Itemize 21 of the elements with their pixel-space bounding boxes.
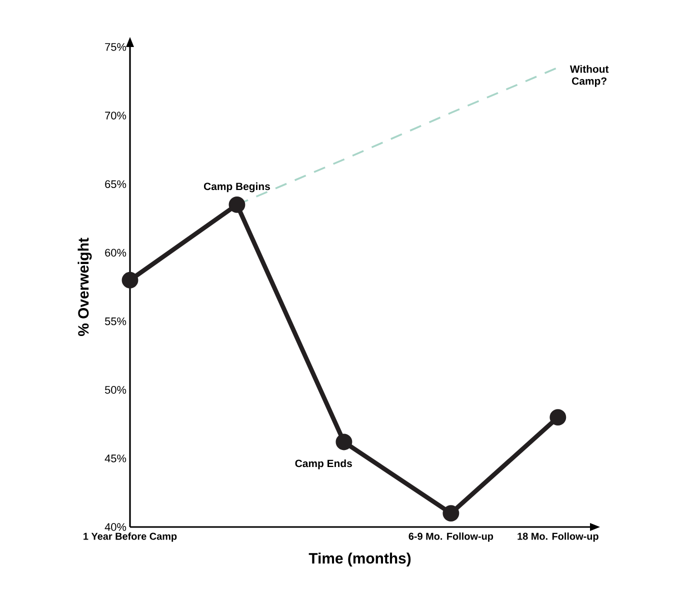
y-tick-label: 45% bbox=[104, 454, 126, 462]
annotation: Without Camp? bbox=[570, 65, 609, 87]
x-axis-title: Time (months) bbox=[308, 552, 411, 567]
y-tick-label: 75% bbox=[105, 43, 126, 51]
y-axis-title: % Overweight bbox=[78, 238, 92, 336]
y-tick-label: 50% bbox=[104, 386, 126, 394]
y-tick-label: 40% bbox=[104, 523, 126, 531]
x-tick-label: 18 Mo. Follow-up bbox=[518, 532, 598, 542]
point bbox=[122, 272, 138, 288]
point bbox=[336, 434, 352, 450]
x-tick-label: 1 Year Before Camp bbox=[84, 532, 177, 542]
point bbox=[550, 409, 566, 426]
y-tick-label: 55% bbox=[104, 317, 126, 326]
annotation: Camp Ends bbox=[295, 459, 352, 470]
y-tick-label: 60% bbox=[105, 248, 126, 257]
y-tick-label: 70% bbox=[105, 112, 126, 120]
annotation: Camp Begins bbox=[204, 182, 270, 192]
point bbox=[228, 196, 246, 213]
point bbox=[442, 505, 460, 522]
x-tick-label: 6-9 Mo. Follow-up bbox=[408, 532, 494, 542]
y-tick-label: 65% bbox=[105, 180, 126, 188]
